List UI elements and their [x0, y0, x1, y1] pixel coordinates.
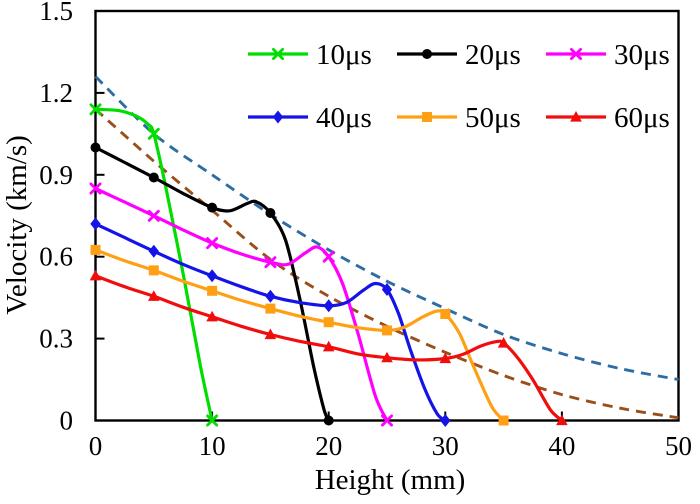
series-30us [89, 182, 393, 427]
x-marker [381, 414, 393, 427]
square-marker [382, 325, 392, 336]
x-marker [264, 256, 277, 269]
x-marker [206, 414, 219, 427]
triangle-marker [322, 340, 335, 352]
x-tick-label: 10 [199, 431, 226, 461]
x-marker [272, 48, 284, 60]
legend-item-50us: 50μs [397, 102, 521, 134]
x-marker [570, 48, 582, 60]
legend: 10μs 20μs 30μs 40μs 50μs 60μs [248, 39, 670, 134]
x-marker [147, 127, 160, 140]
square-marker [498, 415, 509, 426]
x-marker [147, 209, 160, 222]
triangle-marker [497, 337, 510, 348]
legend-label: 50μs [465, 102, 521, 134]
y-axis: 0 0.3 0.6 0.9 1.2 1.5 [39, 0, 105, 436]
series-10us [89, 103, 219, 427]
series-20us [90, 142, 334, 426]
diamond-marker [272, 110, 284, 124]
diamond-marker [381, 283, 393, 296]
x-marker [89, 103, 102, 116]
legend-label: 30μs [614, 39, 670, 71]
circle-marker [422, 49, 432, 59]
x-tick-label: 50 [665, 431, 692, 461]
triangle-marker [570, 111, 582, 122]
y-tick-label: 1.2 [39, 78, 73, 108]
y-tick-label: 0.9 [39, 160, 73, 190]
legend-label: 40μs [316, 102, 372, 134]
circle-marker [90, 142, 101, 153]
legend-item-30us: 30μs [546, 39, 670, 71]
trend-line-lower-dashed-trend [94, 108, 679, 420]
series-50us [90, 244, 509, 426]
square-marker [265, 303, 276, 314]
x-tick-label: 40 [548, 431, 575, 461]
circle-marker [265, 208, 276, 218]
square-marker [90, 244, 101, 255]
square-marker [207, 285, 218, 296]
triangle-marker [89, 269, 102, 281]
diamond-marker [440, 414, 451, 427]
y-tick-label: 1.5 [39, 0, 73, 26]
triangle-marker [206, 310, 218, 322]
legend-item-40us: 40μs [248, 102, 372, 134]
circle-marker [323, 415, 334, 426]
x-marker [89, 182, 102, 195]
x-tick-label: 0 [89, 431, 103, 461]
x-marker [322, 250, 335, 263]
triangle-marker [264, 328, 277, 340]
triangle-marker [556, 414, 568, 426]
legend-item-10us: 10μs [248, 39, 372, 71]
series-line-40us [93, 222, 447, 423]
diamond-marker [90, 217, 101, 231]
x-tick-label: 30 [432, 431, 459, 461]
x-tick-label: 20 [315, 431, 342, 461]
triangle-marker [381, 351, 393, 363]
legend-item-20us: 20μs [397, 39, 521, 71]
series-40us [90, 217, 451, 427]
y-tick-label: 0 [60, 406, 74, 436]
square-marker [440, 309, 451, 319]
square-marker [422, 112, 432, 122]
series-line-10us [93, 107, 214, 423]
diamond-marker [323, 299, 334, 313]
series-line-30us [93, 186, 389, 423]
triangle-marker [148, 290, 160, 301]
y-tick-label: 0.6 [39, 242, 73, 272]
circle-marker [207, 202, 218, 213]
x-marker [206, 237, 219, 250]
triangle-marker [439, 352, 452, 364]
diamond-marker [206, 269, 218, 283]
series-line-50us [93, 248, 506, 423]
y-tick-label: 0.3 [39, 324, 73, 354]
trend-line-upper-dashed-trend [94, 75, 679, 382]
y-axis-title: Velocity (km/s) [1, 135, 33, 315]
legend-label: 60μs [614, 102, 670, 134]
diamond-marker [148, 244, 159, 258]
square-marker [148, 265, 159, 276]
square-marker [323, 317, 334, 328]
legend-label: 10μs [316, 39, 372, 71]
circle-marker [148, 172, 159, 183]
diamond-marker [265, 289, 276, 303]
x-axis-title: Height (mm) [315, 464, 466, 496]
legend-label: 20μs [465, 39, 521, 71]
legend-item-60us: 60μs [546, 102, 670, 134]
series-60us [89, 269, 568, 426]
